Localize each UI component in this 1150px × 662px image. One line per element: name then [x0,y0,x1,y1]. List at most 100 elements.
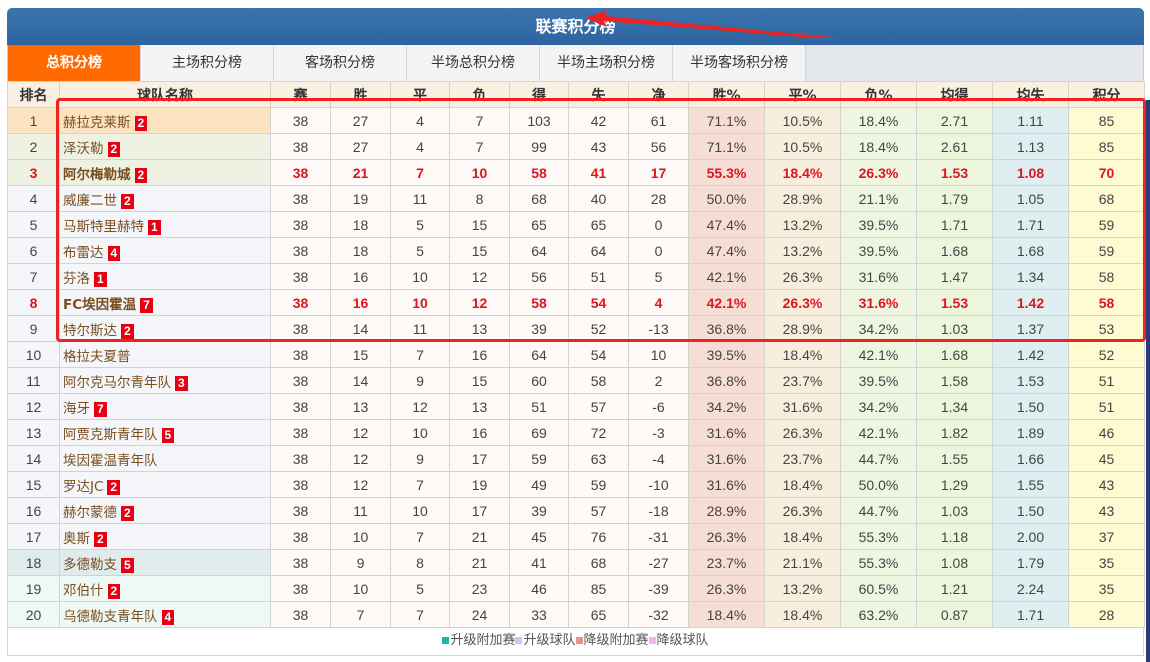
cell-wins: 13 [330,393,391,420]
cell-win-pct: 31.6% [688,471,765,498]
team-name-link[interactable]: 赫拉克莱斯 [63,114,131,131]
cell-draws: 11 [390,315,450,342]
cell-played: 38 [270,237,331,264]
cell-wins: 16 [330,263,391,290]
cell-avg-goals-for: 2.61 [916,133,993,160]
team-name-link[interactable]: 格拉夫夏普 [63,348,131,365]
cell-draw-pct: 13.2% [764,575,841,602]
cell-played: 38 [270,185,331,212]
cell-wins: 21 [330,159,391,186]
cell-goals-for: 33 [509,601,569,628]
cell-goals-for: 68 [509,185,569,212]
team-name-link[interactable]: 阿贾克斯青年队 [63,426,158,443]
cell-played: 38 [270,549,331,576]
cell-draws: 5 [390,237,450,264]
cell-team: 阿贾克斯青年队 5 [59,419,271,446]
annotation-arrow-icon [585,10,843,38]
cell-goals-for: 39 [509,315,569,342]
cell-losses: 12 [449,289,510,316]
yellow-card-badge: 1 [94,271,107,287]
cell-avg-goals-against: 2.00 [992,523,1069,550]
tab-halftime-total-standings[interactable]: 半场总积分榜 [407,45,540,81]
cell-points: 58 [1068,289,1145,316]
cell-avg-goals-against: 1.13 [992,133,1069,160]
cell-loss-pct: 55.3% [840,523,917,550]
cell-avg-goals-against: 1.05 [992,185,1069,212]
cell-played: 38 [270,263,331,290]
team-name-link[interactable]: 埃因霍温青年队 [63,452,158,469]
team-name-link[interactable]: 邓伯什 [63,582,104,599]
cell-losses: 23 [449,575,510,602]
legend-swatch-promoted [515,637,523,644]
cell-avg-goals-against: 1.34 [992,263,1069,290]
cell-goals-for: 69 [509,419,569,446]
team-name-link[interactable]: 泽沃勒 [63,140,104,157]
table-row: 3 阿尔梅勒城 2 38 21 7 10 58 41 17 55.3% 18.4% 26.3% 1.53 1… [7,159,1145,186]
team-name-link[interactable]: 特尔斯达 [63,322,117,339]
cell-draws: 9 [390,367,450,394]
cell-loss-pct: 39.5% [840,367,917,394]
table-row: 17 奥斯 2 38 10 7 21 45 76 -31 26.3% 18.4% 55.3% 1.18 2.… [7,523,1145,550]
cell-rank: 7 [7,263,60,290]
team-name-link[interactable]: 多德勒支 [63,556,117,573]
cell-win-pct: 50.0% [688,185,765,212]
cell-played: 38 [270,575,331,602]
team-name-link[interactable]: 芬洛 [63,270,90,287]
cell-wins: 9 [330,549,391,576]
team-name-link[interactable]: 马斯特里赫特 [63,218,144,235]
cell-loss-pct: 44.7% [840,445,917,472]
table-row: 19 邓伯什 2 38 10 5 23 46 85 -39 26.3% 13.2% 60.5% 1.21 2… [7,575,1145,602]
cell-points: 28 [1068,601,1145,628]
cell-goals-for: 45 [509,523,569,550]
cell-goal-diff: -3 [628,419,689,446]
cell-goal-diff: 61 [628,107,689,134]
cell-played: 38 [270,445,331,472]
cell-draws: 10 [390,497,450,524]
tab-home-standings[interactable]: 主场积分榜 [141,45,274,81]
col-losses: 负 [449,81,510,108]
cell-loss-pct: 55.3% [840,549,917,576]
cell-points: 85 [1068,133,1145,160]
cell-played: 38 [270,315,331,342]
team-name-link[interactable]: 阿尔梅勒城 [63,166,131,183]
cell-draws: 4 [390,133,450,160]
cell-played: 38 [270,419,331,446]
cell-team: 赫拉克莱斯 2 [59,107,271,134]
yellow-card-badge: 7 [140,297,153,313]
cell-loss-pct: 26.3% [840,159,917,186]
team-name-link[interactable]: 阿尔克马尔青年队 [63,374,171,391]
cell-draws: 7 [390,601,450,628]
cell-losses: 15 [449,211,510,238]
team-name-link[interactable]: 布雷达 [63,244,104,261]
cell-goals-against: 58 [568,367,629,394]
yellow-card-badge: 2 [107,583,121,599]
tab-halftime-home-standings[interactable]: 半场主场积分榜 [540,45,673,81]
cell-wins: 12 [330,471,391,498]
cell-avg-goals-for: 1.79 [916,185,993,212]
cell-goal-diff: 56 [628,133,689,160]
cell-points: 51 [1068,367,1145,394]
team-name-link[interactable]: 威廉二世 [63,192,117,209]
cell-goals-against: 54 [568,289,629,316]
team-name-link[interactable]: 奥斯 [63,530,90,547]
cell-draws: 7 [390,523,450,550]
tab-away-standings[interactable]: 客场积分榜 [274,45,407,81]
cell-loss-pct: 39.5% [840,237,917,264]
cell-avg-goals-for: 1.71 [916,211,993,238]
cell-team: 奥斯 2 [59,523,271,550]
tab-total-standings[interactable]: 总积分榜 [8,45,141,81]
cell-loss-pct: 42.1% [840,341,917,368]
team-name-link[interactable]: 赫尔蒙德 [63,504,117,521]
cell-win-pct: 42.1% [688,263,765,290]
cell-draw-pct: 23.7% [764,445,841,472]
cell-win-pct: 31.6% [688,419,765,446]
team-name-link[interactable]: 罗达JC [63,478,104,495]
cell-played: 38 [270,107,331,134]
cell-goals-for: 59 [509,445,569,472]
cell-goals-against: 64 [568,237,629,264]
tab-halftime-away-standings[interactable]: 半场客场积分榜 [673,45,806,81]
team-name-link[interactable]: 乌德勒支青年队 [63,608,158,625]
team-name-link[interactable]: 海牙 [63,400,90,417]
team-name-link[interactable]: FC埃因霍温 [63,296,137,313]
cell-avg-goals-for: 1.08 [916,549,993,576]
